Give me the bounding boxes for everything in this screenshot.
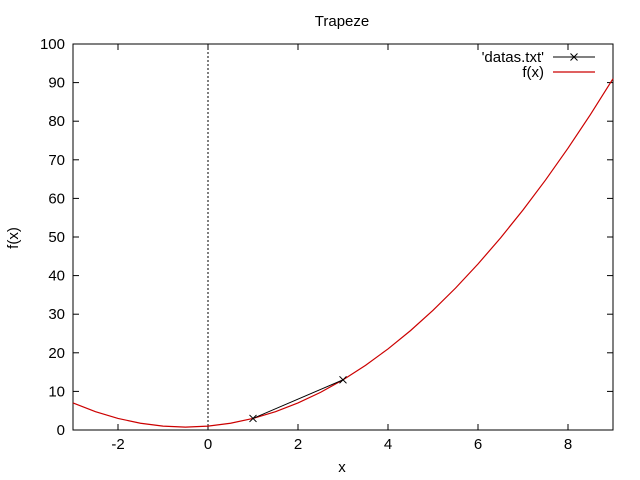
legend-marker: [570, 53, 578, 61]
chart-title: Trapeze: [315, 13, 369, 30]
series-datas-line: [252, 379, 344, 419]
x-tick-label: -2: [111, 436, 124, 453]
y-tick-label: 20: [48, 345, 65, 362]
y-tick-label: 50: [48, 229, 65, 246]
y-axis-label: f(x): [5, 227, 22, 249]
y-tick-label: 10: [48, 383, 65, 400]
x-tick-label: 6: [474, 436, 482, 453]
y-tick-label: 70: [48, 152, 65, 169]
plot-area: 0 10 20 30 40 50 60 70 80 90 100 -2 0 2 4 6 8 'datas.txt'…: [40, 36, 614, 453]
x-axis-label: x: [338, 459, 346, 476]
x-tick-label: 4: [384, 436, 392, 453]
legend-label: 'datas.txt': [482, 49, 545, 66]
y-tick-label: 40: [48, 268, 65, 285]
x-tick-label: 2: [294, 436, 302, 453]
y-tick-label: 100: [40, 36, 65, 53]
y-tick-label: 80: [48, 113, 65, 130]
x-tick-label: 0: [204, 436, 212, 453]
y-tick-label: 60: [48, 190, 65, 207]
y-tick-label: 30: [48, 306, 65, 323]
legend: 'datas.txt'f(x): [482, 49, 595, 81]
y-tick-label: 90: [48, 75, 65, 92]
series-datas-point: [339, 375, 347, 384]
y-tick-label: 0: [57, 422, 65, 439]
legend-label: f(x): [522, 64, 544, 81]
series-datas-point: [249, 414, 257, 423]
x-tick-label: 8: [564, 436, 572, 453]
